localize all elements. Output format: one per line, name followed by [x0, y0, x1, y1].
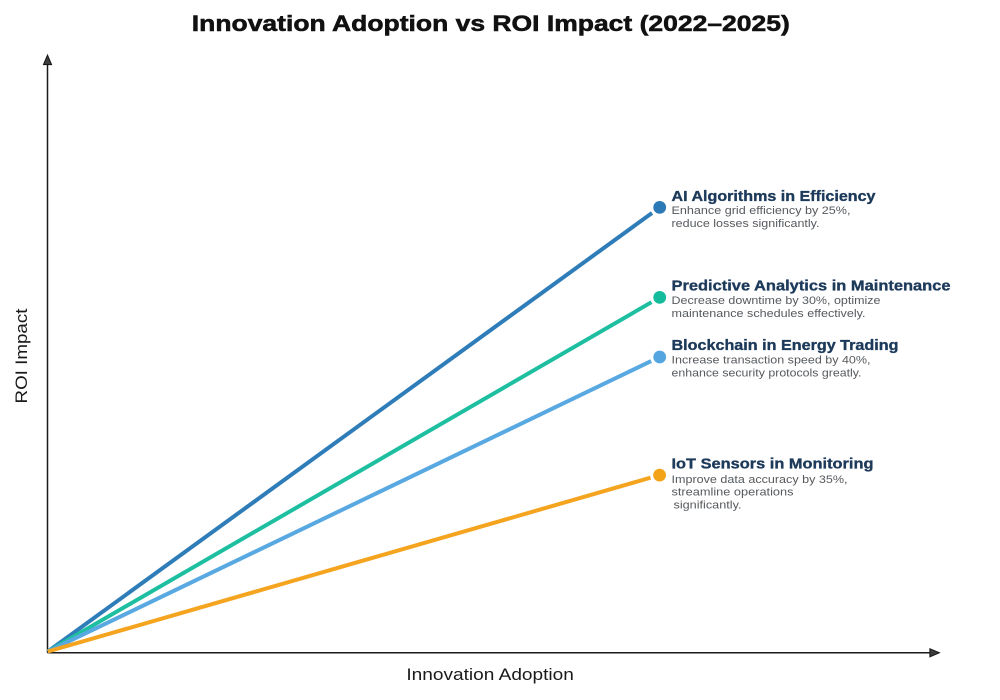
svg-text:enhance security protocols gre: enhance security protocols greatly. — [672, 368, 862, 380]
svg-text:reduce losses significantly.: reduce losses significantly. — [672, 218, 820, 230]
svg-text:ROI Impact: ROI Impact — [12, 308, 31, 403]
svg-text:significantly.: significantly. — [674, 499, 742, 511]
svg-text:Predictive Analytics in Mainte: Predictive Analytics in Maintenance — [672, 279, 951, 295]
svg-text:maintenance schedules effectiv: maintenance schedules effectively. — [672, 308, 866, 320]
svg-text:Innovation Adoption vs ROI Imp: Innovation Adoption vs ROI Impact (2022–… — [192, 11, 790, 36]
svg-text:Innovation Adoption: Innovation Adoption — [406, 665, 574, 684]
svg-text:Improve data accuracy by 35%,: Improve data accuracy by 35%, — [672, 474, 848, 486]
svg-text:Decrease downtime by 30%, opti: Decrease downtime by 30%, optimize — [672, 295, 881, 307]
svg-text:Enhance grid efficiency by 25%: Enhance grid efficiency by 25%, — [672, 205, 851, 217]
svg-text:streamline operations: streamline operations — [672, 487, 795, 499]
svg-text:Increase transaction speed by: Increase transaction speed by 40%, — [672, 355, 871, 367]
svg-text:Blockchain in Energy Trading: Blockchain in Energy Trading — [672, 338, 899, 354]
svg-text:IoT Sensors in Monitoring: IoT Sensors in Monitoring — [672, 456, 874, 472]
svg-text:AI Algorithms in Efficiency: AI Algorithms in Efficiency — [672, 189, 876, 205]
